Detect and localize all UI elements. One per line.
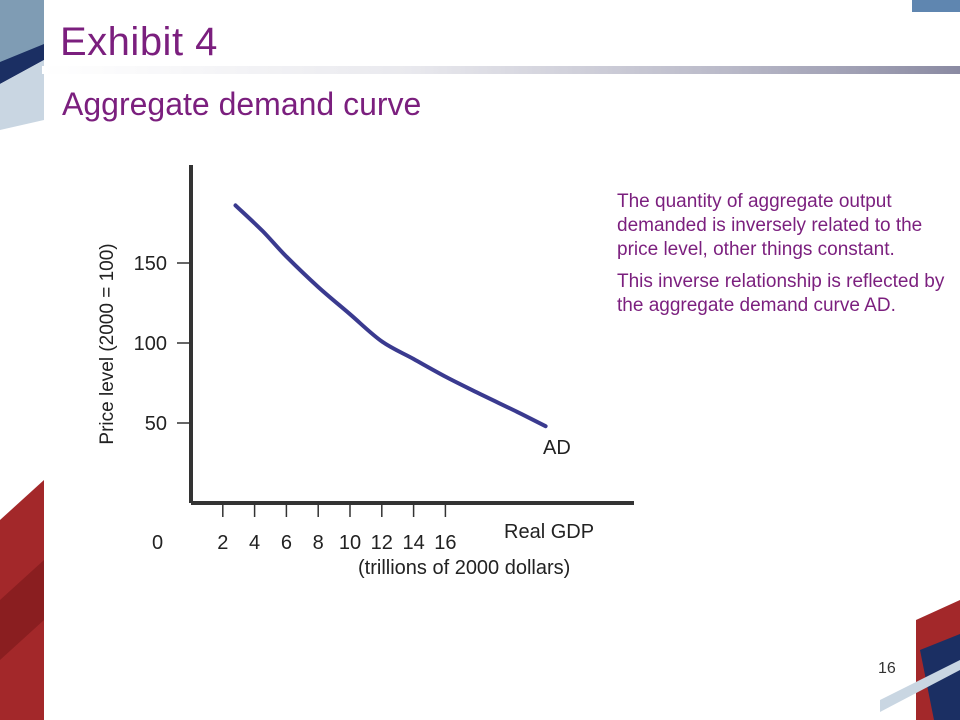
x-tick-label: 14 [402,532,424,554]
x-tick-label: 2 [217,532,228,554]
x-tick-label: 12 [371,532,393,554]
ad-curve-label: AD [543,437,571,459]
origin-label: 0 [152,532,163,554]
title-rule [42,66,960,74]
y-axis-label: Price level (2000 = 100) [97,243,118,444]
explanation-text: The quantity of aggregate output demande… [617,190,947,326]
y-tick-label: 150 [134,253,167,275]
decor-red-dark-left [0,560,44,660]
page-number: 16 [878,660,896,677]
x-tick-label: 16 [434,532,456,554]
decor-light-corner-bottom [880,660,960,712]
slide-title: Exhibit 4 [60,20,218,64]
x-tick-label: 8 [313,532,324,554]
explanation-paragraph-2: This inverse relationship is reflected b… [617,271,945,316]
x-tick-label: 10 [339,532,361,554]
decor-navy-stripe-top [0,44,44,84]
ad-curve-line [233,203,548,429]
x-axis-label: Real GDP [504,521,594,543]
explanation-paragraph-1: The quantity of aggregate output demande… [617,191,923,260]
decor-light-shape-top [0,60,44,130]
x-tick-label: 4 [249,532,260,554]
decor-blue-strip-top-right [912,0,960,12]
slide-subtitle: Aggregate demand curve [62,86,422,122]
y-tick-label: 100 [134,333,167,355]
x-tick-label: 6 [281,532,292,554]
y-tick-label: 50 [145,413,167,435]
x-axis-sublabel: (trillions of 2000 dollars) [358,557,570,579]
